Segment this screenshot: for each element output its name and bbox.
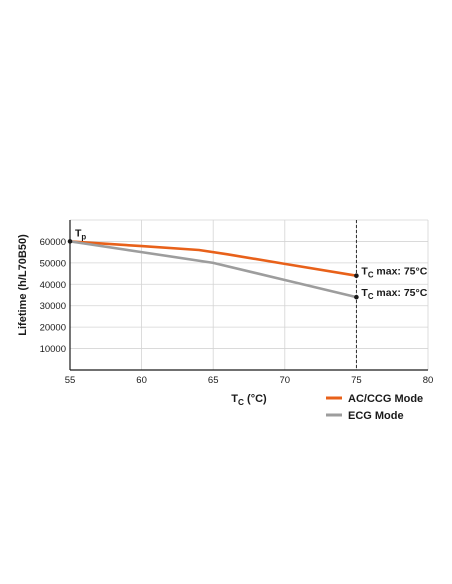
x-tick-label: 55 xyxy=(65,375,76,386)
y-tick-label: 20000 xyxy=(40,323,66,334)
x-tick-label: 80 xyxy=(423,375,434,386)
y-tick-label: 10000 xyxy=(40,344,66,355)
legend-label: AC/CCG Mode xyxy=(348,393,423,405)
grid xyxy=(70,219,429,370)
series-line-ecg xyxy=(68,240,358,299)
x-tick-label: 75 xyxy=(351,375,362,386)
y-tick-label: 40000 xyxy=(40,280,66,291)
axes: 55 60 65 70 75 80 10000 20000 30000 40000 50000 600… xyxy=(40,220,434,386)
x-tick-label: 70 xyxy=(280,375,291,386)
x-axis-title: TC (°C) xyxy=(231,393,267,407)
annotation-point xyxy=(354,273,359,279)
legend: AC/CCG Mode ECG Mode xyxy=(326,393,423,422)
annotation-point xyxy=(67,239,73,244)
axis-labels-group: TC (°C) Lifetime (h/L70B50) xyxy=(17,234,267,407)
y-tick-label: 30000 xyxy=(40,301,66,312)
series-line-ac-ccg xyxy=(68,240,358,278)
y-axis-title: Lifetime (h/L70B50) xyxy=(17,234,29,336)
y-tick-label: 50000 xyxy=(40,258,66,269)
x-tick-label: 65 xyxy=(208,375,219,386)
series-group xyxy=(68,240,358,299)
annotation-tc-max-label: TC max: 75°C xyxy=(361,266,427,280)
legend-label: ECG Mode xyxy=(348,410,404,422)
annotation-tc-max-label: TC max: 75°C xyxy=(361,287,427,301)
annotation-point xyxy=(354,294,359,300)
annotations-group: Tp TC max: 75°C TC max: 75°C xyxy=(67,227,428,301)
y-tick-label: 60000 xyxy=(40,237,66,248)
annotation-tp-label: Tp xyxy=(75,227,86,241)
x-tick-label: 60 xyxy=(136,375,147,386)
